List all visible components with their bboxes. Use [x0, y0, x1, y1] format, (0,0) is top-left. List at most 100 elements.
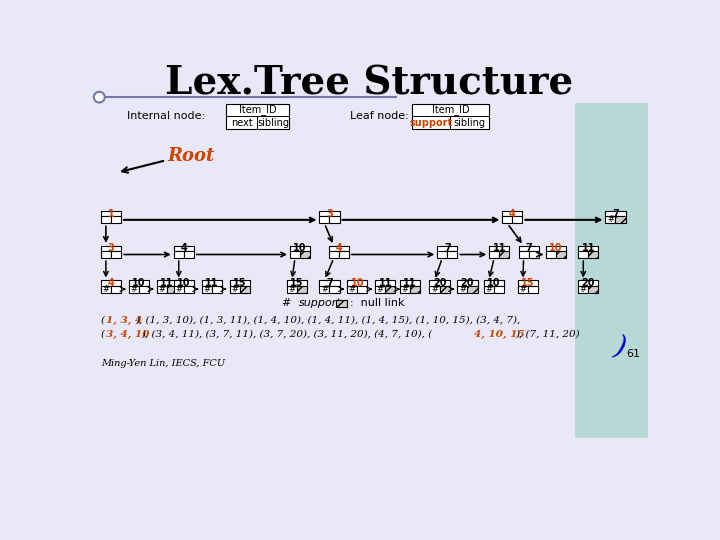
Bar	[429, 286, 439, 293]
Text: 3, 4, 10: 3, 4, 10	[106, 330, 149, 339]
Text: 15: 15	[290, 278, 304, 288]
Text: #: #	[402, 285, 408, 294]
Text: (: (	[101, 330, 105, 339]
Bar	[400, 286, 410, 293]
Text: Item_ID: Item_ID	[238, 104, 276, 114]
Text: #: #	[203, 285, 210, 294]
Text: 11: 11	[205, 278, 218, 288]
Bar	[578, 251, 588, 258]
Bar	[320, 280, 340, 286]
Bar	[225, 104, 289, 130]
Text: ): )	[611, 332, 629, 361]
Bar	[546, 251, 556, 258]
Bar	[129, 286, 139, 293]
Bar	[174, 286, 184, 293]
Bar	[101, 286, 111, 293]
Text: 4: 4	[509, 208, 516, 219]
Text: 4: 4	[107, 278, 114, 288]
Text: #: #	[431, 285, 438, 294]
Bar	[212, 286, 222, 293]
Bar	[513, 217, 523, 224]
Bar	[101, 251, 111, 258]
Bar	[437, 251, 447, 258]
Bar	[375, 286, 385, 293]
Bar	[101, 280, 121, 286]
Text: #: #	[158, 285, 165, 294]
Bar	[339, 251, 349, 258]
Text: #: #	[348, 285, 356, 294]
Bar	[588, 286, 598, 293]
Bar	[111, 286, 121, 293]
Bar	[503, 211, 523, 217]
Bar	[287, 280, 307, 286]
Text: 11: 11	[379, 278, 392, 288]
Bar	[375, 280, 395, 286]
Bar	[484, 286, 494, 293]
Bar	[439, 286, 449, 293]
Bar	[410, 286, 420, 293]
Text: 20: 20	[433, 278, 446, 288]
Bar	[290, 251, 300, 258]
Bar	[101, 217, 111, 224]
Text: support: support	[300, 299, 342, 308]
Bar	[330, 286, 340, 293]
Bar	[320, 286, 330, 293]
Bar	[385, 286, 395, 293]
Text: ), (3, 4, 11), (3, 7, 11), (3, 7, 20), (3, 11, 20), (4, 7, 10), (: ), (3, 4, 11), (3, 7, 11), (3, 7, 20), (…	[141, 330, 432, 339]
Bar	[546, 246, 566, 251]
Text: 11: 11	[160, 278, 174, 288]
Text: (: (	[101, 316, 105, 325]
Text: 11: 11	[492, 244, 506, 253]
Bar	[157, 280, 177, 286]
Bar	[606, 211, 626, 217]
Text: 10: 10	[351, 278, 364, 288]
Text: Lex.Tree Structure: Lex.Tree Structure	[165, 64, 573, 102]
Bar	[174, 280, 194, 286]
Text: 10: 10	[487, 278, 500, 288]
Bar	[157, 286, 167, 293]
Bar	[616, 217, 626, 224]
Text: next: next	[230, 118, 253, 129]
Bar	[240, 286, 250, 293]
Text: 10: 10	[177, 278, 191, 288]
Text: sibling: sibling	[454, 118, 486, 129]
Bar	[111, 217, 121, 224]
Bar	[230, 280, 250, 286]
Bar	[174, 246, 194, 251]
Bar	[230, 286, 240, 293]
Bar	[429, 280, 449, 286]
Text: 1: 1	[107, 208, 114, 219]
Bar	[184, 251, 194, 258]
Bar	[606, 217, 616, 224]
Text: 15: 15	[521, 278, 535, 288]
Text: :  null link: : null link	[350, 299, 404, 308]
Text: Root: Root	[168, 147, 215, 165]
Text: #: #	[231, 285, 238, 294]
Bar	[578, 246, 598, 251]
Bar	[101, 211, 121, 217]
Text: ), (7, 11, 20): ), (7, 11, 20)	[515, 330, 580, 339]
Text: 20: 20	[461, 278, 474, 288]
Text: Leaf node:: Leaf node:	[350, 111, 408, 120]
Bar	[400, 280, 420, 286]
Bar	[489, 251, 499, 258]
Bar	[518, 280, 538, 286]
Text: 3: 3	[107, 244, 114, 253]
Text: 7: 7	[612, 208, 618, 219]
Bar	[139, 286, 149, 293]
Text: 1, 3, 4: 1, 3, 4	[106, 316, 142, 325]
Bar	[518, 246, 539, 251]
Bar	[320, 211, 340, 217]
Bar	[347, 280, 367, 286]
Text: 10: 10	[549, 244, 562, 253]
Bar	[347, 286, 357, 293]
Bar	[489, 246, 509, 251]
Bar	[503, 217, 513, 224]
Bar	[528, 251, 539, 258]
Text: 15: 15	[233, 278, 246, 288]
Text: #: #	[459, 285, 466, 294]
Bar	[111, 251, 121, 258]
Text: #: #	[377, 285, 384, 294]
Bar	[287, 286, 297, 293]
Bar	[499, 251, 509, 258]
